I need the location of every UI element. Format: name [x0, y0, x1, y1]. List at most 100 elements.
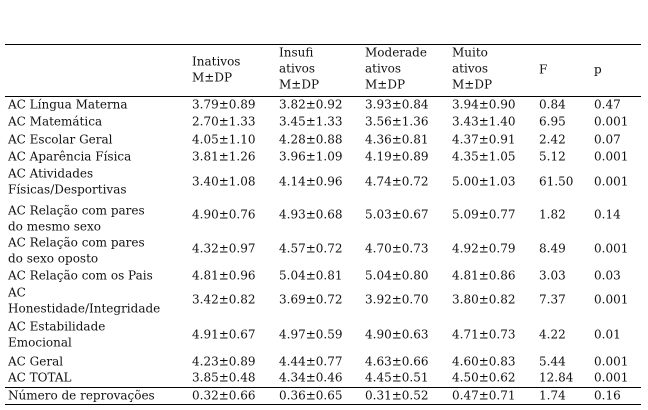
cell: 4.35±1.05 — [452, 150, 516, 164]
cell: 4.23±0.89 — [192, 355, 256, 369]
cell: 4.74±0.72 — [365, 175, 429, 189]
cell: 5.09±0.77 — [452, 208, 516, 222]
header-cell: ativos — [279, 62, 315, 76]
cell: 2.42 — [539, 133, 566, 147]
cell: 8.49 — [539, 242, 566, 256]
header-cell: Muito — [452, 46, 488, 60]
header-cell: Insufi — [279, 46, 313, 60]
cell: 5.00±1.03 — [452, 175, 516, 189]
cell: 5.03±0.67 — [365, 208, 429, 222]
header-cell: M±DP — [452, 78, 492, 92]
cell: 3.85±0.48 — [192, 371, 256, 385]
row-label: AC Escolar Geral — [7, 133, 113, 147]
cell: 1.82 — [539, 208, 566, 222]
row-label: Número de reprovações — [8, 389, 155, 403]
header-cell: Inativos — [192, 55, 240, 69]
cell: 3.92±0.70 — [365, 293, 429, 307]
header-cell: ativos — [365, 62, 401, 76]
cell: 0.001 — [594, 175, 628, 189]
row-label: Físicas/Desportivas — [8, 183, 127, 197]
row-label: AC Relação com pares — [7, 204, 145, 218]
cell: 3.45±1.33 — [279, 115, 343, 129]
cell: 3.93±0.84 — [365, 98, 429, 112]
cell: 4.45±0.51 — [365, 371, 429, 385]
cell: 2.70±1.33 — [192, 115, 256, 129]
row-label: AC Aparência Física — [7, 150, 131, 164]
cell: 0.01 — [594, 328, 621, 342]
cell: 4.50±0.62 — [452, 371, 516, 385]
cell: 5.12 — [539, 150, 566, 164]
cell: 3.03 — [539, 269, 566, 283]
cell: 3.69±0.72 — [279, 293, 343, 307]
row-label: do sexo oposto — [8, 252, 98, 266]
cell: 4.28±0.88 — [279, 133, 343, 147]
cell: 0.47±0.71 — [452, 389, 516, 403]
cell: 3.79±0.89 — [192, 98, 256, 112]
cell: 4.90±0.63 — [365, 328, 429, 342]
cell: 4.63±0.66 — [365, 355, 429, 369]
cell: 4.93±0.68 — [279, 208, 343, 222]
cell: 0.001 — [594, 371, 628, 385]
cell: 5.44 — [539, 355, 566, 369]
cell: 3.81±1.26 — [192, 150, 256, 164]
cell: 3.56±1.36 — [365, 115, 429, 129]
row-label: AC Relação com pares — [7, 236, 145, 250]
cell: 4.14±0.96 — [279, 175, 343, 189]
cell: 4.71±0.73 — [452, 328, 516, 342]
header-cell: ativos — [452, 62, 488, 76]
cell: 4.91±0.67 — [192, 328, 256, 342]
header-cell: M±DP — [365, 78, 405, 92]
cell: 12.84 — [539, 371, 574, 385]
cell: 4.81±0.96 — [192, 269, 256, 283]
cell: 4.92±0.79 — [452, 242, 516, 256]
cell: 7.37 — [539, 293, 566, 307]
cell: 4.34±0.46 — [279, 371, 343, 385]
cell: 4.36±0.81 — [365, 133, 429, 147]
cell: 4.22 — [539, 328, 566, 342]
cell: 4.60±0.83 — [452, 355, 516, 369]
cell: 0.32±0.66 — [192, 389, 256, 403]
row-label: AC Relação com os Pais — [7, 269, 153, 283]
cell: 3.94±0.90 — [452, 98, 516, 112]
cell: 3.82±0.92 — [279, 98, 343, 112]
header-cell: Moderade — [365, 46, 427, 60]
cell: 4.97±0.59 — [279, 328, 343, 342]
cell: 3.43±1.40 — [452, 115, 516, 129]
row-label: AC Atividades — [7, 167, 93, 181]
cell: 0.03 — [594, 269, 621, 283]
cell: 0.001 — [594, 242, 628, 256]
header-cell: M±DP — [279, 78, 319, 92]
cell: 4.05±1.10 — [192, 133, 256, 147]
cell: 0.16 — [594, 389, 621, 403]
cell: 0.31±0.52 — [365, 389, 429, 403]
cell: 1.74 — [539, 389, 566, 403]
cell: 0.001 — [594, 293, 628, 307]
cell: 4.44±0.77 — [279, 355, 343, 369]
row-label: Honestidade/Integridade — [8, 302, 160, 316]
header-cell: F — [539, 63, 547, 77]
row-label: AC Geral — [7, 355, 63, 369]
cell: 4.32±0.97 — [192, 242, 256, 256]
cell: 3.80±0.82 — [452, 293, 516, 307]
cell: 4.90±0.76 — [192, 208, 256, 222]
cell: 0.14 — [594, 208, 621, 222]
cell: 3.96±1.09 — [279, 150, 343, 164]
cell: 0.07 — [594, 133, 621, 147]
cell: 0.001 — [594, 150, 628, 164]
row-label: AC Língua Materna — [7, 98, 128, 112]
cell: 4.19±0.89 — [365, 150, 429, 164]
cell: 6.95 — [539, 115, 566, 129]
row-label: AC Estabilidade — [7, 320, 105, 334]
header-cell: p — [594, 63, 602, 77]
cell: 4.57±0.72 — [279, 242, 343, 256]
row-label: AC Matemática — [7, 115, 102, 129]
cell: 3.42±0.82 — [192, 293, 256, 307]
cell: 61.50 — [539, 175, 573, 189]
header-cell: M±DP — [192, 71, 232, 85]
cell: 0.001 — [594, 115, 628, 129]
row-label: AC TOTAL — [7, 371, 72, 385]
cell: 4.81±0.86 — [452, 269, 516, 283]
cell: 5.04±0.81 — [279, 269, 343, 283]
cell: 0.47 — [594, 98, 621, 112]
